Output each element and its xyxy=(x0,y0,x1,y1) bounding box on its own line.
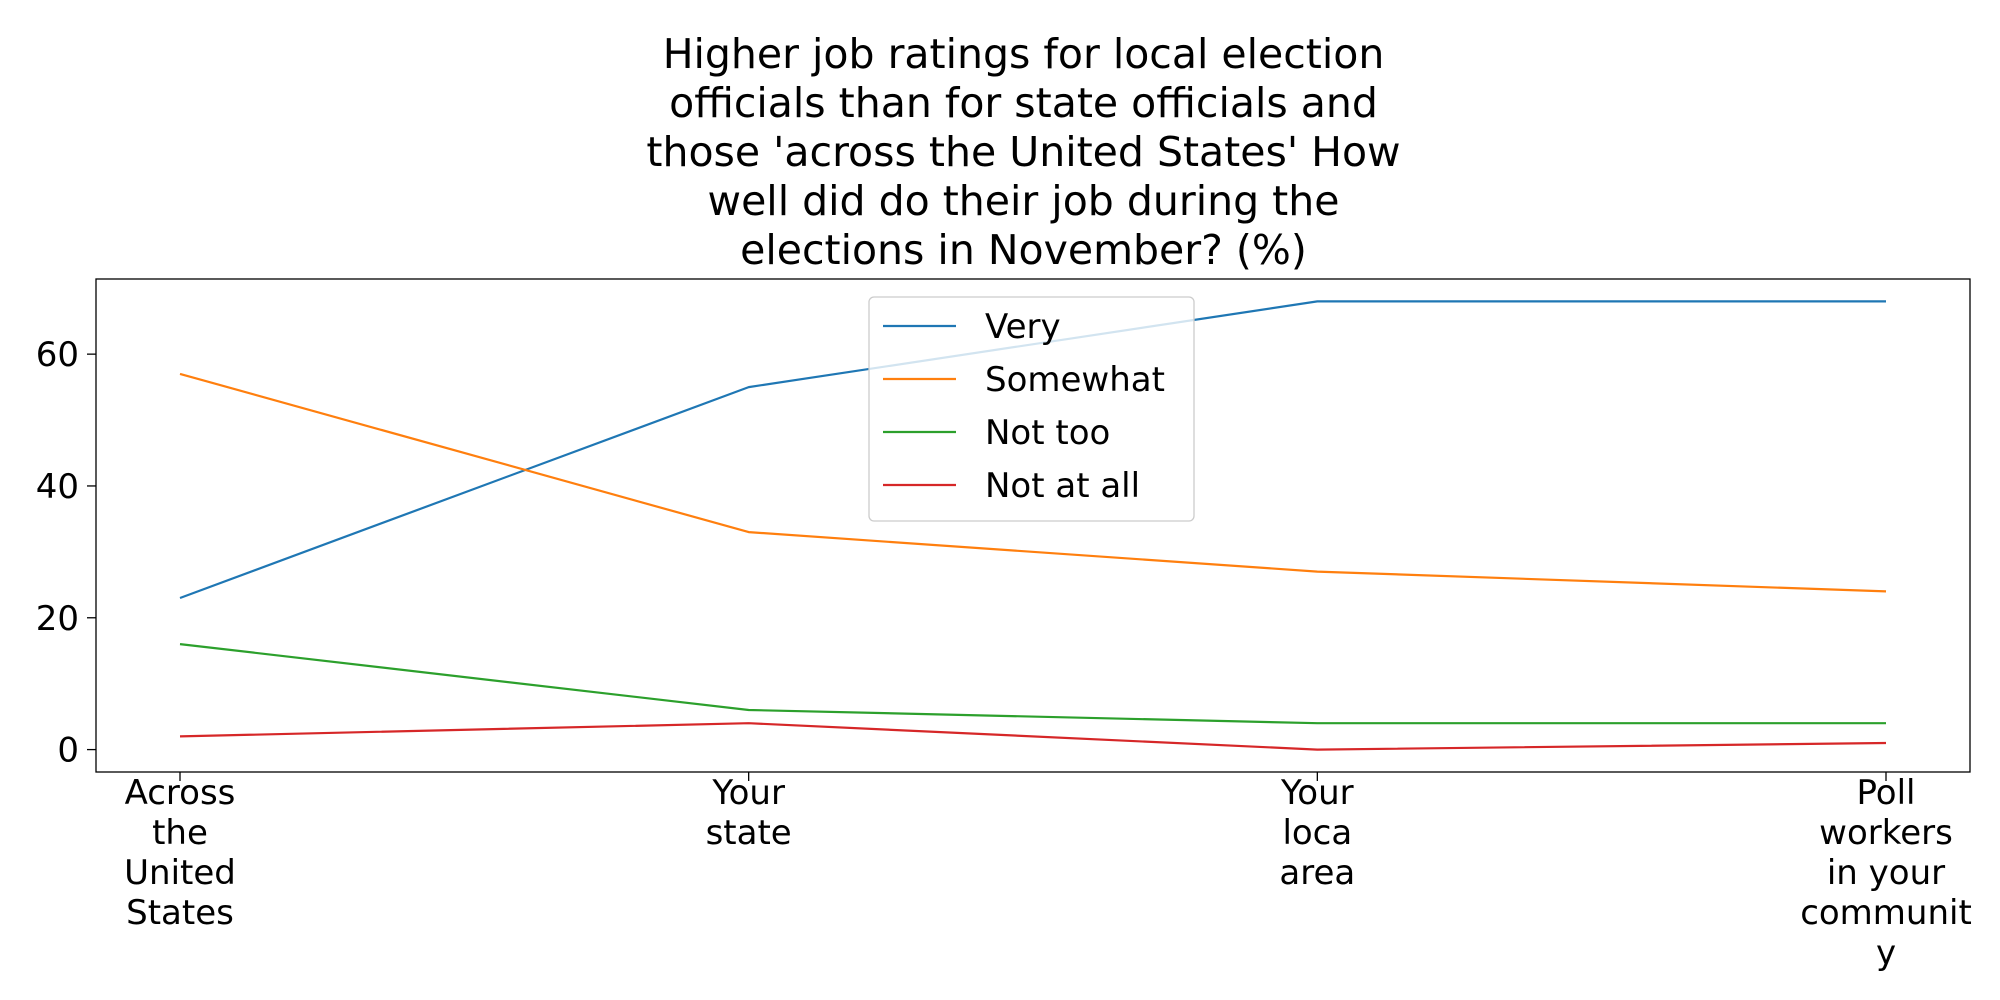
x-tick-label-line: States xyxy=(126,893,234,933)
x-tick-label-line: y xyxy=(1876,933,1896,973)
chart-title: Higher job ratings for local election of… xyxy=(0,30,2000,275)
series-layer xyxy=(179,300,1887,751)
y-tick-label: 60 xyxy=(36,335,79,375)
x-tick-label-line: area xyxy=(1279,853,1355,893)
y-tick-label: 0 xyxy=(57,731,79,771)
x-tick-label-line: loca xyxy=(1282,813,1352,853)
y-axis: 0 20 40 60 xyxy=(36,335,96,771)
x-tick-label-line: United xyxy=(124,853,236,893)
x-tick-label: Across the United States xyxy=(124,773,236,933)
x-tick-label-line: Your xyxy=(1280,773,1354,813)
x-tick-label: Your loca area xyxy=(1279,773,1355,893)
x-tick-label-line: the xyxy=(152,813,208,853)
x-tick-label-line: state xyxy=(706,813,792,853)
x-tick-label-line: in your xyxy=(1827,853,1945,893)
series-line-somewhat xyxy=(179,372,1887,593)
legend-label: Not at all xyxy=(985,466,1140,506)
y-tick-label: 20 xyxy=(36,599,79,639)
chart-title-line: those 'across the United States' How xyxy=(646,128,1401,176)
x-tick-label-line: Your xyxy=(711,773,785,813)
series-line-not-at-all xyxy=(179,722,1887,751)
x-tick-label: Your state xyxy=(706,773,792,853)
y-tick-label: 40 xyxy=(36,467,79,507)
chart-title-line: well did do their job during the xyxy=(707,177,1340,225)
legend-box xyxy=(868,296,1195,522)
x-tick-label: Poll workers in your communit y xyxy=(1800,773,1972,973)
x-tick-label-line: communit xyxy=(1800,893,1972,933)
chart-title-line: elections in November? (%) xyxy=(740,226,1307,274)
legend: Very Somewhat Not too Not at all xyxy=(868,296,1195,522)
legend-label: Somewhat xyxy=(985,360,1165,400)
legend-label: Not too xyxy=(985,413,1110,453)
legend-label: Very xyxy=(985,307,1061,347)
x-tick-label-line: Across xyxy=(125,773,236,813)
x-tick-label-line: Poll xyxy=(1857,773,1916,813)
chart-title-line: Higher job ratings for local election xyxy=(662,30,1385,78)
chart-title-line: officials than for state officials and xyxy=(669,79,1378,127)
series-line-not-too xyxy=(179,643,1886,725)
x-tick-label-line: workers xyxy=(1819,813,1953,853)
